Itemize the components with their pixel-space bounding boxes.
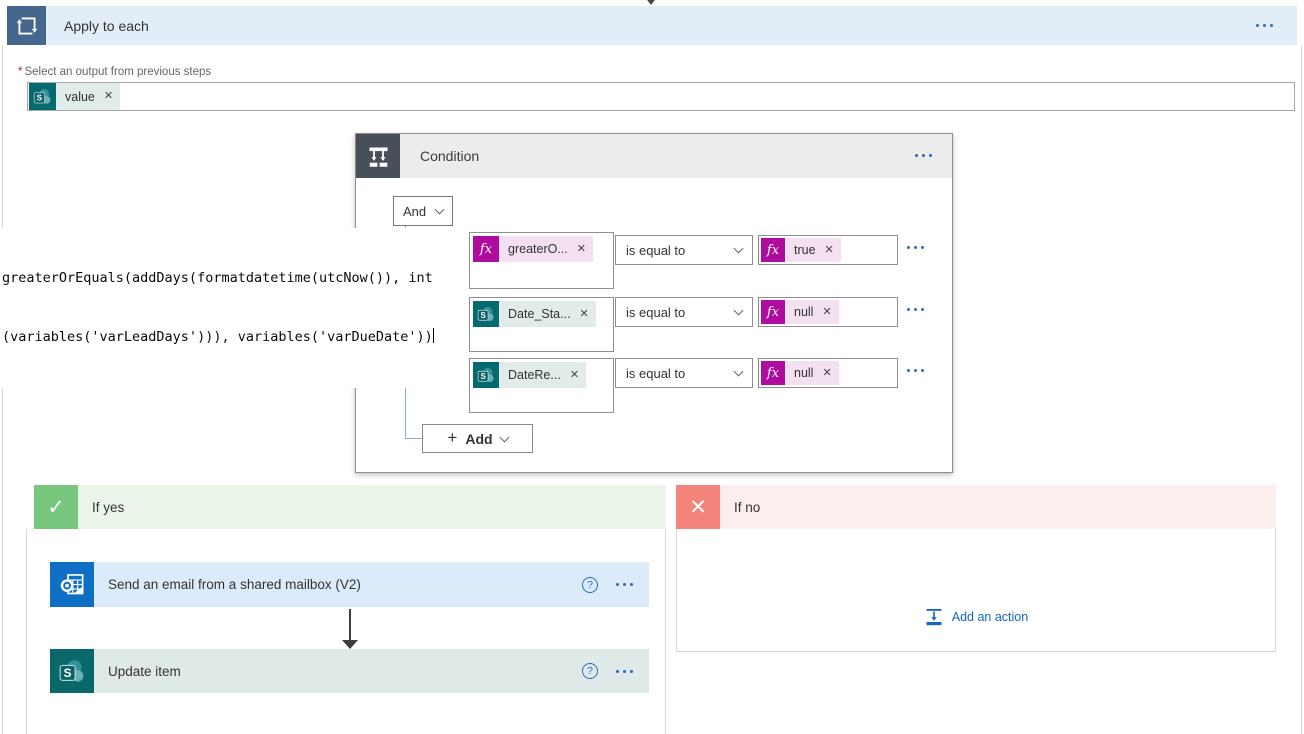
operator-value: is equal to [626, 365, 686, 381]
expression-line-1: greaterOrEquals(addDays(formatdatetime(u… [2, 270, 433, 286]
token-label: greaterO... [508, 242, 568, 256]
chevron-down-icon [434, 204, 445, 215]
condition-row-3-menu-button[interactable] [907, 369, 924, 372]
if-yes-header[interactable]: ✓ If yes [34, 485, 666, 529]
condition-tree-branch [405, 438, 422, 439]
update-item-action[interactable]: Update item ? [50, 649, 649, 693]
expression-line-2: (variables('varLeadDays'))), variables('… [2, 328, 433, 345]
outlook-icon [50, 562, 94, 607]
fx-icon: fx [761, 300, 785, 324]
condition-card: Condition And fx greaterO... ✕ is equal … [355, 133, 953, 473]
condition-row-3-operator-dropdown[interactable]: is equal to [615, 358, 753, 388]
add-button-label: Add [465, 430, 493, 447]
remove-token-icon[interactable]: ✕ [103, 90, 114, 102]
apply-to-each-header[interactable]: Apply to each [7, 6, 1297, 45]
apply-to-each-menu-button[interactable] [1256, 24, 1273, 27]
if-no-title: If no [734, 499, 761, 515]
apply-to-each-body [2, 45, 1302, 734]
chevron-down-icon [499, 432, 510, 442]
if-yes-title: If yes [92, 499, 125, 515]
remove-token-icon[interactable]: ✕ [822, 366, 832, 379]
send-email-action[interactable]: Send an email from a shared mailbox (V2)… [50, 562, 649, 607]
apply-to-each-icon [7, 6, 46, 45]
cross-icon: ✕ [676, 485, 720, 529]
sharepoint-icon [29, 83, 56, 110]
help-icon[interactable]: ? [582, 576, 598, 593]
connector-arrowhead [342, 640, 358, 649]
condition-row-1-right-value[interactable]: fx true ✕ [758, 235, 898, 265]
send-email-action-title: Send an email from a shared mailbox (V2) [108, 577, 361, 592]
fx-icon: fx [761, 361, 785, 385]
remove-token-icon[interactable]: ✕ [569, 368, 580, 381]
output-input[interactable]: value ✕ [27, 82, 1295, 111]
token-label: null [794, 366, 814, 380]
add-condition-button[interactable]: + Add [422, 424, 533, 453]
join-operator-value: And [403, 203, 427, 219]
condition-row-2-right-value[interactable]: fx null ✕ [758, 297, 898, 327]
condition-icon [356, 134, 400, 178]
condition-header[interactable]: Condition [356, 134, 952, 178]
condition-row-3-left-value[interactable]: DateRe... ✕ [469, 358, 614, 413]
insert-action-icon [924, 607, 944, 627]
token-label: DateRe... [508, 368, 561, 382]
help-icon[interactable]: ? [582, 663, 598, 679]
operator-value: is equal to [626, 304, 686, 320]
send-email-menu-button[interactable] [616, 583, 633, 586]
output-field-label-text: Select an output from previous steps [24, 66, 212, 78]
fx-icon: fx [761, 238, 785, 262]
add-an-action-label: Add an action [951, 610, 1029, 624]
check-icon: ✓ [34, 485, 78, 529]
condition-row-1-operator-dropdown[interactable]: is equal to [615, 235, 753, 265]
condition-menu-button[interactable] [915, 154, 932, 157]
remove-token-icon[interactable]: ✕ [824, 243, 834, 256]
join-operator-dropdown[interactable]: And [393, 196, 453, 226]
condition-row-2-menu-button[interactable] [907, 308, 924, 311]
condition-row-3-right-value[interactable]: fx null ✕ [758, 358, 898, 388]
condition-row-1-left-value[interactable]: fx greaterO... ✕ [469, 232, 614, 289]
chevron-down-icon [733, 305, 744, 316]
fx-icon: fx [473, 236, 499, 262]
remove-token-icon[interactable]: ✕ [822, 305, 832, 318]
apply-to-each-title: Apply to each [64, 17, 149, 34]
sharepoint-icon [473, 362, 499, 388]
operator-value: is equal to [626, 242, 686, 258]
token-label: Date_Sta... [508, 307, 571, 321]
value-token-chip[interactable]: value ✕ [29, 83, 121, 110]
condition-row-2-left-value[interactable]: Date_Sta... ✕ [469, 297, 614, 352]
if-no-body: Add an action [676, 529, 1276, 652]
connector-arrowhead [644, 0, 658, 5]
update-item-action-title: Update item [108, 663, 181, 679]
required-marker: * [18, 66, 23, 78]
chevron-down-icon [733, 366, 744, 377]
sharepoint-icon [50, 649, 94, 693]
condition-row-2-operator-dropdown[interactable]: is equal to [615, 297, 753, 327]
remove-token-icon[interactable]: ✕ [576, 242, 586, 255]
token-label: null [794, 305, 814, 319]
add-an-action-button[interactable]: Add an action [677, 607, 1275, 627]
token-label: true [794, 243, 816, 257]
sharepoint-icon [473, 301, 499, 327]
token-label: value [65, 89, 95, 104]
connector-line [349, 609, 351, 641]
expression-editor[interactable]: greaterOrEquals(addDays(formatdatetime(u… [0, 228, 450, 388]
chevron-down-icon [733, 243, 744, 254]
condition-title: Condition [420, 148, 480, 164]
output-field-label: * Select an output from previous steps [18, 66, 211, 78]
text-cursor [432, 327, 434, 343]
plus-icon: + [447, 427, 458, 447]
if-yes-body [26, 529, 666, 734]
if-no-header[interactable]: ✕ If no [676, 485, 1276, 529]
condition-row-1-menu-button[interactable] [907, 246, 924, 249]
update-item-menu-button[interactable] [616, 669, 633, 673]
remove-token-icon[interactable]: ✕ [579, 307, 589, 320]
